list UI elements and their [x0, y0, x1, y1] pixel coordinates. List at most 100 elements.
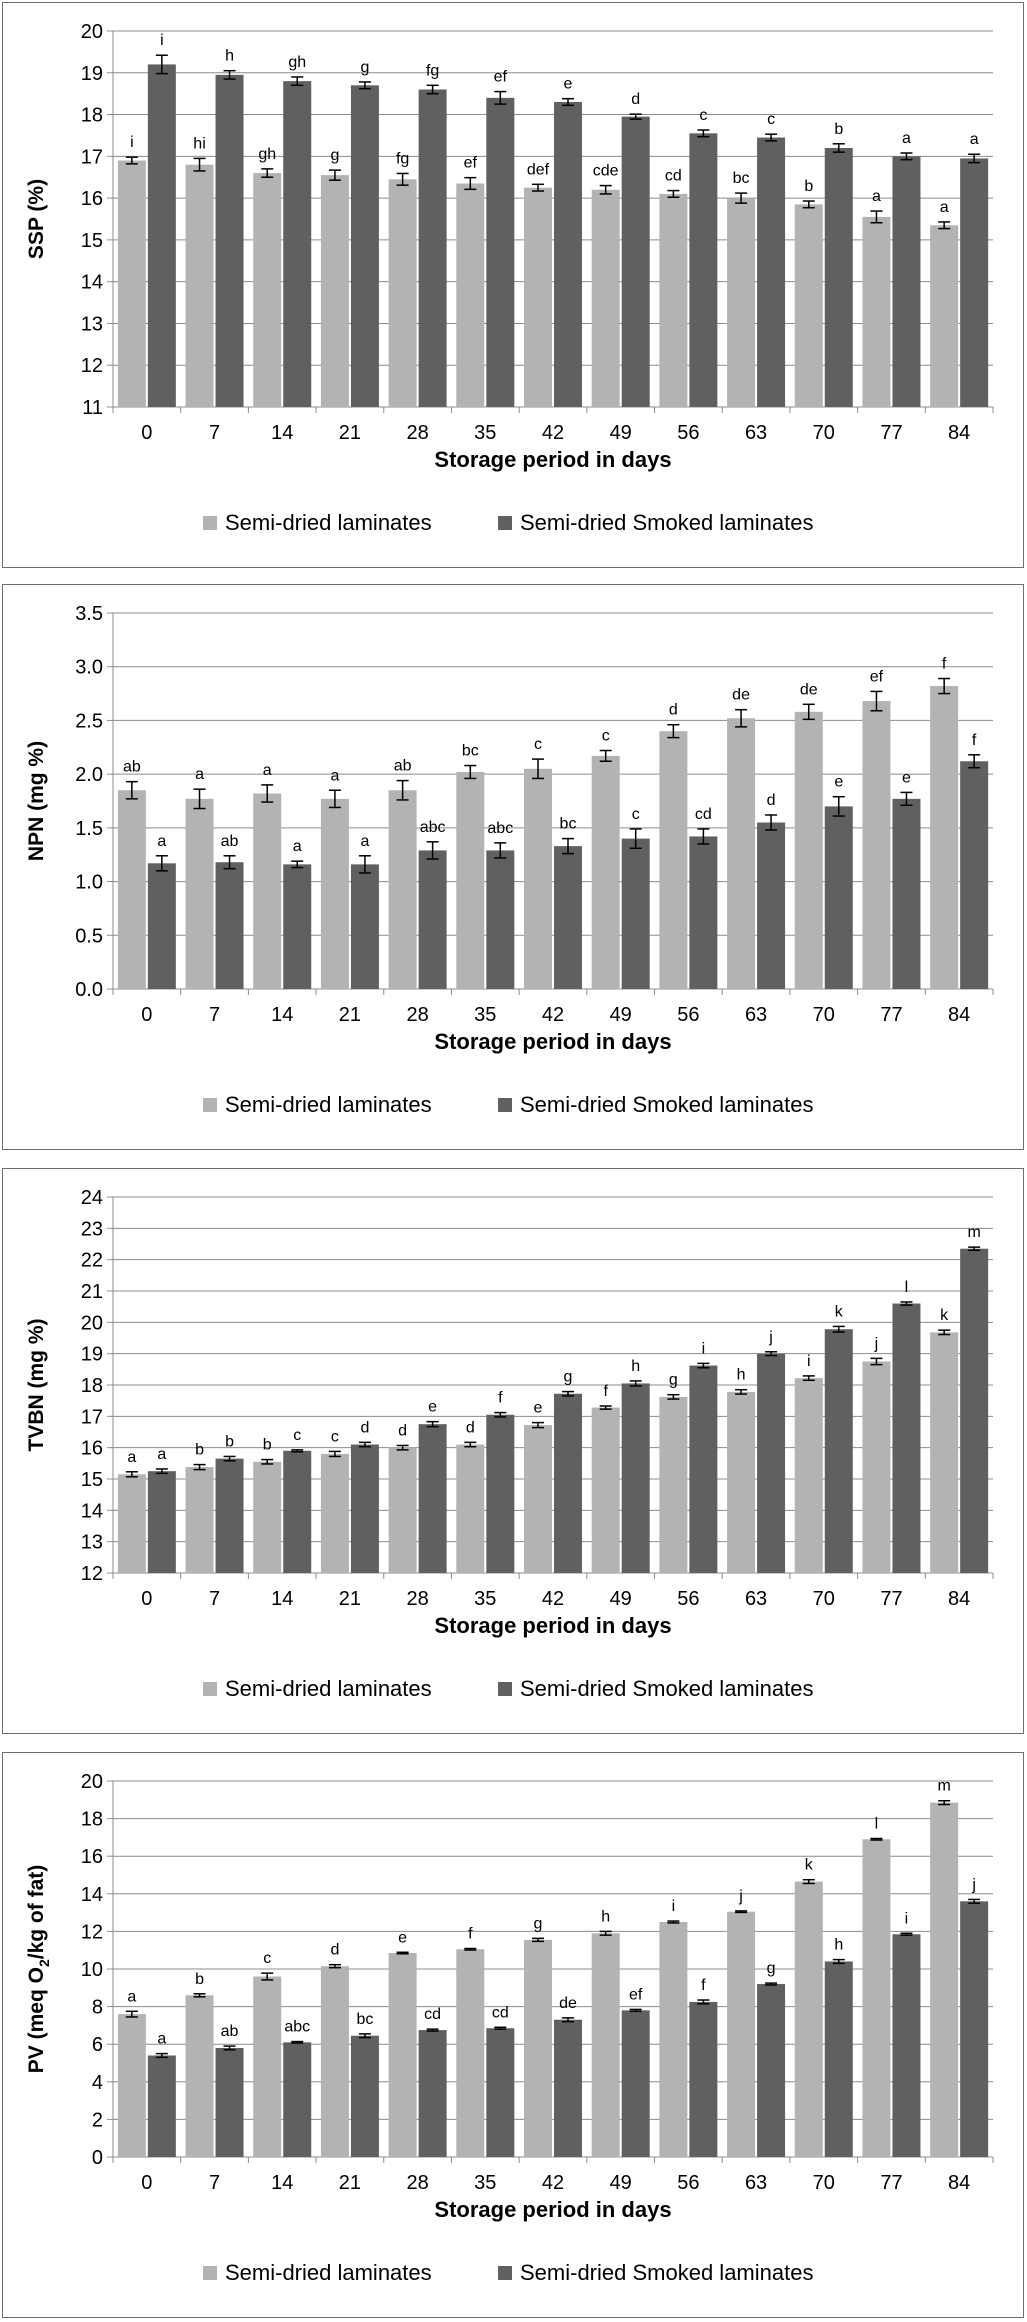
- bar: [215, 1458, 244, 1573]
- x-tick-label: 7: [209, 1004, 220, 1026]
- y-tick-label: 13: [81, 1532, 103, 1554]
- y-tick-label: 24: [81, 1187, 103, 1209]
- significance-label: a: [872, 188, 881, 205]
- significance-label: k: [835, 1303, 844, 1320]
- significance-label: b: [263, 1437, 272, 1454]
- bar: [757, 1984, 786, 2157]
- significance-label: d: [330, 1942, 339, 1959]
- x-tick-label: 0: [141, 1588, 152, 1610]
- bar: [350, 2035, 379, 2157]
- legend-swatch: [498, 1682, 512, 1696]
- significance-label: g: [534, 1915, 543, 1932]
- bar: [862, 701, 891, 989]
- y-tick-label: 14: [81, 1884, 103, 1906]
- x-axis-title: Storage period in days: [434, 2197, 671, 2222]
- pv-chart-panel: 0 2 4 6 8 10 12 14 16 18 20 a b c d e f g h i j k l m a ab abc bc cd…: [2, 1752, 1024, 2318]
- x-tick-label: 70: [813, 1004, 835, 1026]
- significance-label: abc: [420, 819, 446, 836]
- bar: [757, 1353, 786, 1573]
- significance-label: gh: [288, 54, 306, 71]
- significance-label: i: [130, 134, 134, 151]
- bar: [824, 1961, 853, 2157]
- significance-label: a: [195, 766, 204, 783]
- y-tick-label: 16: [81, 1438, 103, 1460]
- y-tick-label: 12: [81, 1563, 103, 1585]
- significance-label: cd: [492, 2004, 509, 2021]
- significance-label: bc: [356, 2011, 373, 2028]
- significance-label: ab: [221, 833, 239, 850]
- x-tick-label: 35: [474, 2172, 496, 2194]
- legend-swatch: [498, 516, 512, 530]
- bar: [147, 863, 176, 989]
- legend-label: Semi-dried laminates: [225, 2260, 432, 2285]
- y-tick-label: 11: [82, 397, 103, 419]
- bar: [554, 846, 582, 989]
- significance-label: e: [564, 76, 573, 93]
- y-tick-label: 10: [81, 1959, 103, 1981]
- bar: [659, 193, 688, 407]
- x-tick-label: 56: [677, 1588, 699, 1610]
- bar: [253, 1976, 282, 2157]
- significance-label: m: [937, 1778, 950, 1795]
- significance-label: i: [160, 32, 164, 49]
- x-axis-title: Storage period in days: [434, 447, 671, 472]
- bar: [215, 74, 244, 407]
- significance-label: ab: [221, 2023, 239, 2040]
- y-tick-label: 13: [81, 313, 103, 335]
- legend-swatch: [203, 1682, 217, 1696]
- bar: [147, 1471, 176, 1573]
- bar: [892, 1934, 921, 2157]
- bar: [930, 1802, 959, 2157]
- significance-label: cd: [665, 168, 682, 185]
- bar: [418, 1424, 447, 1573]
- x-tick-label: 42: [542, 1588, 564, 1610]
- y-tick-label: 17: [81, 146, 103, 168]
- legend-label: Semi-dried laminates: [225, 510, 432, 535]
- y-tick-label: 1.0: [75, 872, 103, 894]
- significance-label: c: [632, 806, 640, 823]
- legend-label: Semi-dried laminates: [225, 1676, 432, 1701]
- significance-label: m: [967, 1224, 980, 1241]
- x-tick-label: 49: [610, 1588, 632, 1610]
- significance-label: cde: [593, 163, 619, 180]
- significance-label: abc: [487, 820, 513, 837]
- significance-label: def: [527, 161, 550, 178]
- significance-label: a: [127, 1988, 136, 2005]
- y-axis-title: NPN (mg %): [25, 741, 48, 861]
- bar: [117, 1474, 146, 1573]
- x-tick-label: 63: [745, 1588, 767, 1610]
- significance-label: g: [564, 1369, 573, 1386]
- bar: [185, 1467, 214, 1573]
- significance-label: a: [263, 762, 272, 779]
- y-tick-label: 8: [92, 1997, 103, 2019]
- legend-label: Semi-dried Smoked laminates: [520, 1092, 813, 1117]
- significance-label: hi: [193, 135, 205, 152]
- significance-label: ab: [123, 759, 141, 776]
- bar: [388, 1953, 417, 2157]
- y-tick-label: 12: [81, 1921, 103, 1943]
- y-tick-label: 20: [81, 1312, 103, 1334]
- bar: [930, 1332, 959, 1573]
- significance-label: h: [601, 1908, 610, 1925]
- significance-label: e: [428, 1399, 437, 1416]
- y-tick-label: 1.5: [75, 818, 103, 840]
- bar: [253, 173, 282, 407]
- x-tick-label: 70: [813, 422, 835, 444]
- x-axis-title: Storage period in days: [434, 1613, 671, 1638]
- significance-label: f: [498, 1390, 503, 1407]
- bar: [283, 2042, 312, 2157]
- significance-label: c: [699, 107, 707, 124]
- significance-label: a: [970, 131, 979, 148]
- bar: [591, 1407, 620, 1573]
- significance-label: e: [398, 1929, 407, 1946]
- bar: [727, 1911, 756, 2157]
- y-tick-label: 2: [92, 2109, 103, 2131]
- x-tick-label: 28: [406, 1588, 428, 1610]
- bar: [689, 133, 718, 407]
- significance-label: f: [972, 732, 977, 749]
- bar: [388, 790, 417, 989]
- significance-label: e: [834, 774, 843, 791]
- significance-label: d: [398, 1422, 407, 1439]
